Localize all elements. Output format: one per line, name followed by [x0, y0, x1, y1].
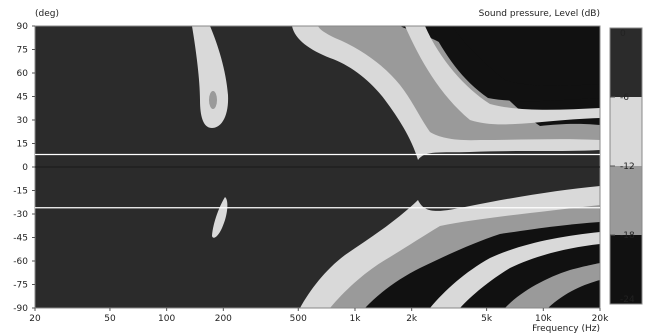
contour-lobe-upper [192, 26, 229, 128]
y-tick-label: 75 [17, 46, 28, 56]
y-axis-ticks: 90 75 60 45 30 15 0 -15 -30 -45 -60 -75 -90 [13, 22, 35, 314]
x-tick-label: 10k [535, 314, 552, 324]
y-tick-label: -90 [13, 304, 28, 314]
colorbar-band [610, 235, 642, 304]
y-tick-label: 0 [22, 163, 28, 173]
colorbar-label: Sound pressure, Level (dB) [479, 9, 600, 19]
x-tick-label: 50 [104, 314, 116, 324]
x-tick-label: 100 [158, 314, 175, 324]
x-tick-label: 2k [406, 314, 418, 324]
colorbar-level-label: 0 [620, 29, 626, 39]
y-tick-label: 15 [17, 140, 28, 150]
colorbar-level-label: -12 [620, 162, 635, 172]
contour-lower-streak-2 [505, 263, 600, 308]
contour-upper-streak [405, 26, 600, 125]
x-tick-label: 500 [290, 314, 307, 324]
colorbar-band [610, 28, 642, 97]
y-tick-label: 60 [17, 69, 29, 79]
contour-lobe-upper-core [209, 91, 217, 109]
plot-area [34, 25, 601, 309]
x-tick-label: 20k [592, 314, 609, 324]
x-axis-ticks: 20 50 100 200 500 1k 2k 5k 10k 20k [29, 308, 609, 324]
contour-upper-streak-2 [430, 26, 600, 102]
y-tick-label: 90 [17, 22, 29, 32]
y-tick-label: -45 [13, 234, 28, 244]
y-tick-label: -30 [13, 210, 28, 220]
y-tick-label: -60 [13, 257, 28, 267]
colorbar: 0 -6 -12 -18 -24 [609, 27, 643, 305]
colorbar-level-label: -18 [620, 231, 635, 241]
colorbar-band [610, 166, 642, 235]
colorbar-level-label: -6 [620, 93, 629, 103]
y-tick-label: 30 [17, 116, 29, 126]
x-tick-label: 200 [215, 314, 232, 324]
y-tick-label: 45 [17, 93, 28, 103]
colorbar-bands [610, 28, 642, 304]
y-axis-label: (deg) [35, 9, 59, 19]
colorbar-level-labels: 0 -6 -12 -18 -24 [610, 29, 635, 305]
y-tick-label: -15 [13, 187, 28, 197]
contour-fills [192, 26, 600, 308]
contour-lower-streak [430, 232, 600, 308]
y-tick-label: -75 [13, 281, 28, 291]
reference-lines [35, 153, 600, 209]
x-axis-label: Frequency (Hz) [532, 324, 600, 334]
x-tick-label: 20 [29, 314, 41, 324]
colorbar-level-label: -24 [620, 295, 635, 305]
x-tick-label: 1k [349, 314, 361, 324]
colorbar-band [610, 97, 642, 166]
x-tick-label: 5k [481, 314, 493, 324]
